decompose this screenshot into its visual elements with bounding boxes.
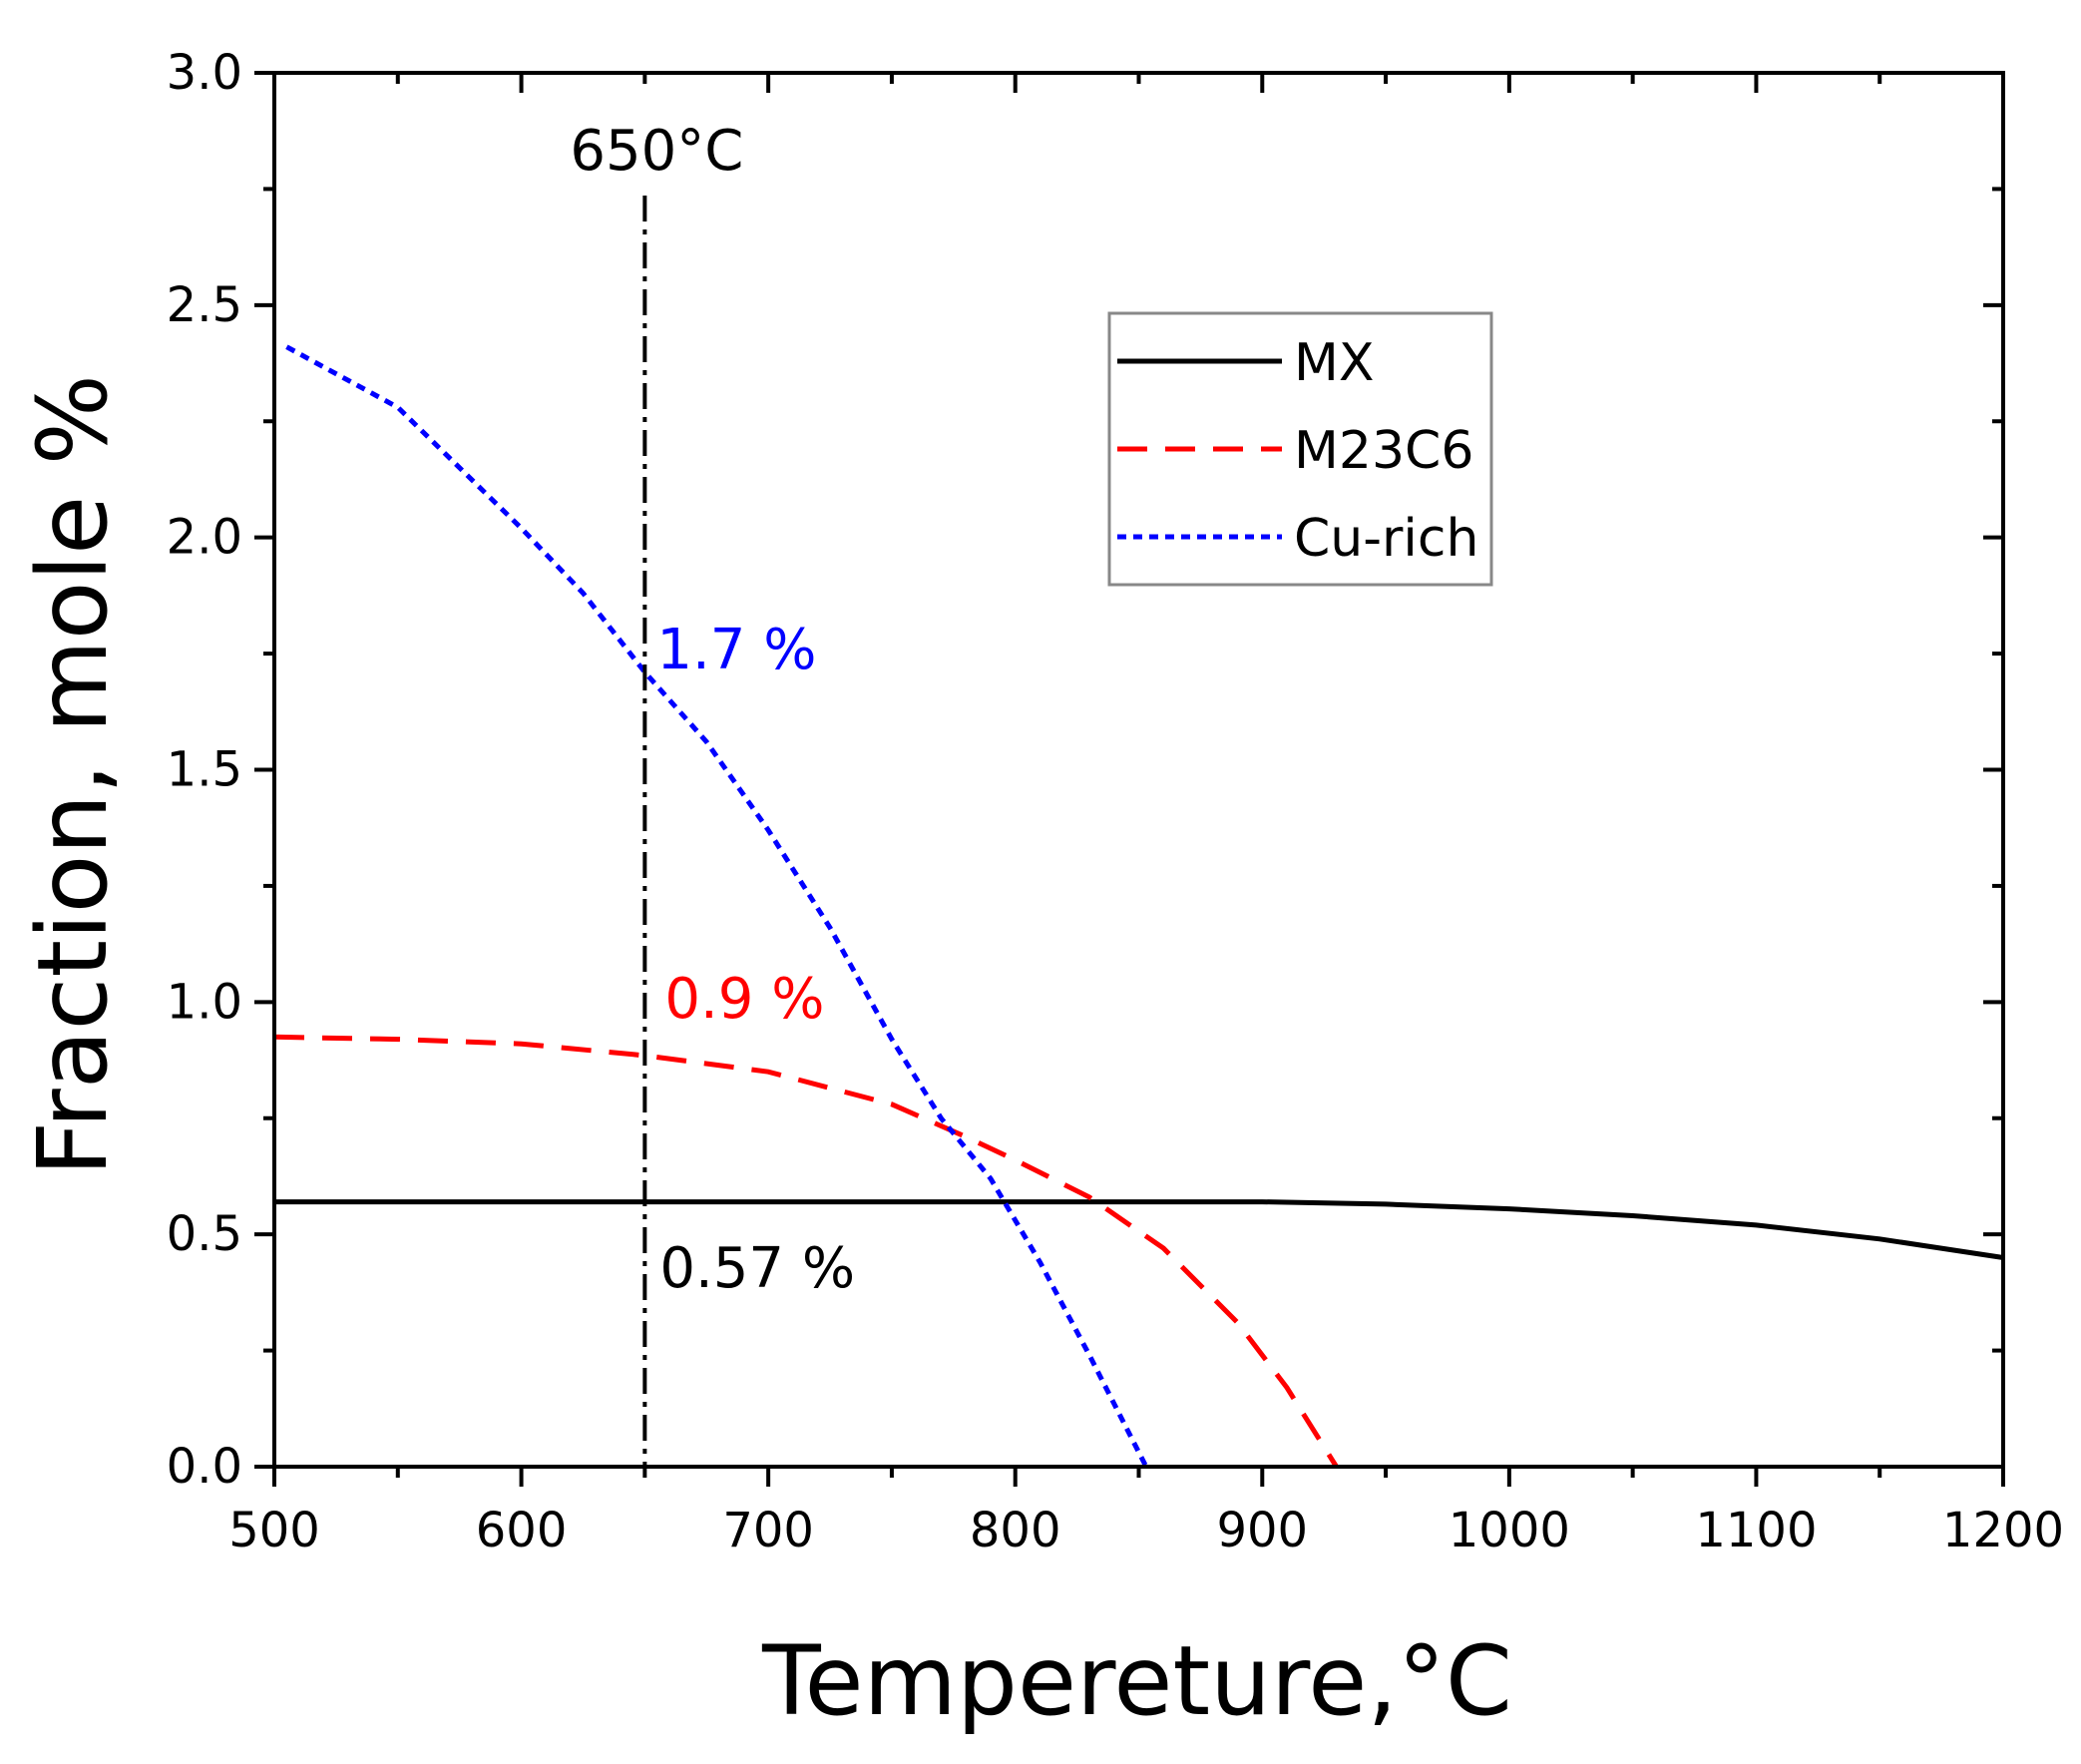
vline-group: 650°C bbox=[570, 119, 743, 1467]
x-tick-label: 700 bbox=[722, 1503, 814, 1558]
y-tick-label: 1.0 bbox=[167, 974, 242, 1030]
x-tick-label: 1100 bbox=[1695, 1503, 1817, 1558]
legend-label: M23C6 bbox=[1294, 421, 1473, 481]
y-tick-label: 0.0 bbox=[167, 1439, 242, 1495]
y-tick-label: 1.5 bbox=[167, 742, 242, 798]
x-tick-label: 1000 bbox=[1449, 1503, 1570, 1558]
x-tick-label: 600 bbox=[476, 1503, 568, 1558]
legend-label: MX bbox=[1294, 333, 1375, 393]
x-tick-label: 500 bbox=[228, 1503, 320, 1558]
y-tick-label: 2.5 bbox=[167, 277, 242, 333]
series-line-cu-rich bbox=[285, 344, 1149, 1469]
x-tick-label: 1200 bbox=[1942, 1503, 2064, 1558]
axes-group bbox=[272, 71, 2005, 1469]
annotation-label: 1.7 % bbox=[656, 618, 816, 682]
series-line-m23c6 bbox=[273, 1034, 1339, 1469]
plot-series-group bbox=[273, 344, 2004, 1469]
legend: MX M23C6 Cu-rich bbox=[1107, 311, 1493, 587]
legend-label: Cu-rich bbox=[1294, 509, 1478, 569]
x-axis-title: Tempereture,°C bbox=[761, 1625, 1512, 1737]
x-tick-label: 900 bbox=[1216, 1503, 1308, 1558]
annotation-label: 0.9 % bbox=[664, 967, 824, 1032]
y-axis-title: Fraction, mole % bbox=[17, 374, 129, 1176]
y-tick-label: 2.0 bbox=[167, 510, 242, 566]
annotation-label: 0.57 % bbox=[659, 1236, 855, 1301]
vline-label: 650°C bbox=[570, 119, 743, 184]
plot-frame bbox=[272, 71, 2005, 1469]
y-tick-label: 3.0 bbox=[167, 45, 242, 101]
series-line-mx bbox=[274, 1199, 2004, 1260]
annotations-group: 1.7 % 0.9 % 0.57 % bbox=[656, 618, 855, 1301]
x-tick-label: 800 bbox=[970, 1503, 1061, 1558]
ticks-group: 500 600 700 800 900 1000 1100 1200 0.0 0.5 1.0 1.5 2… bbox=[167, 45, 2064, 1558]
y-tick-label: 0.5 bbox=[167, 1206, 242, 1262]
